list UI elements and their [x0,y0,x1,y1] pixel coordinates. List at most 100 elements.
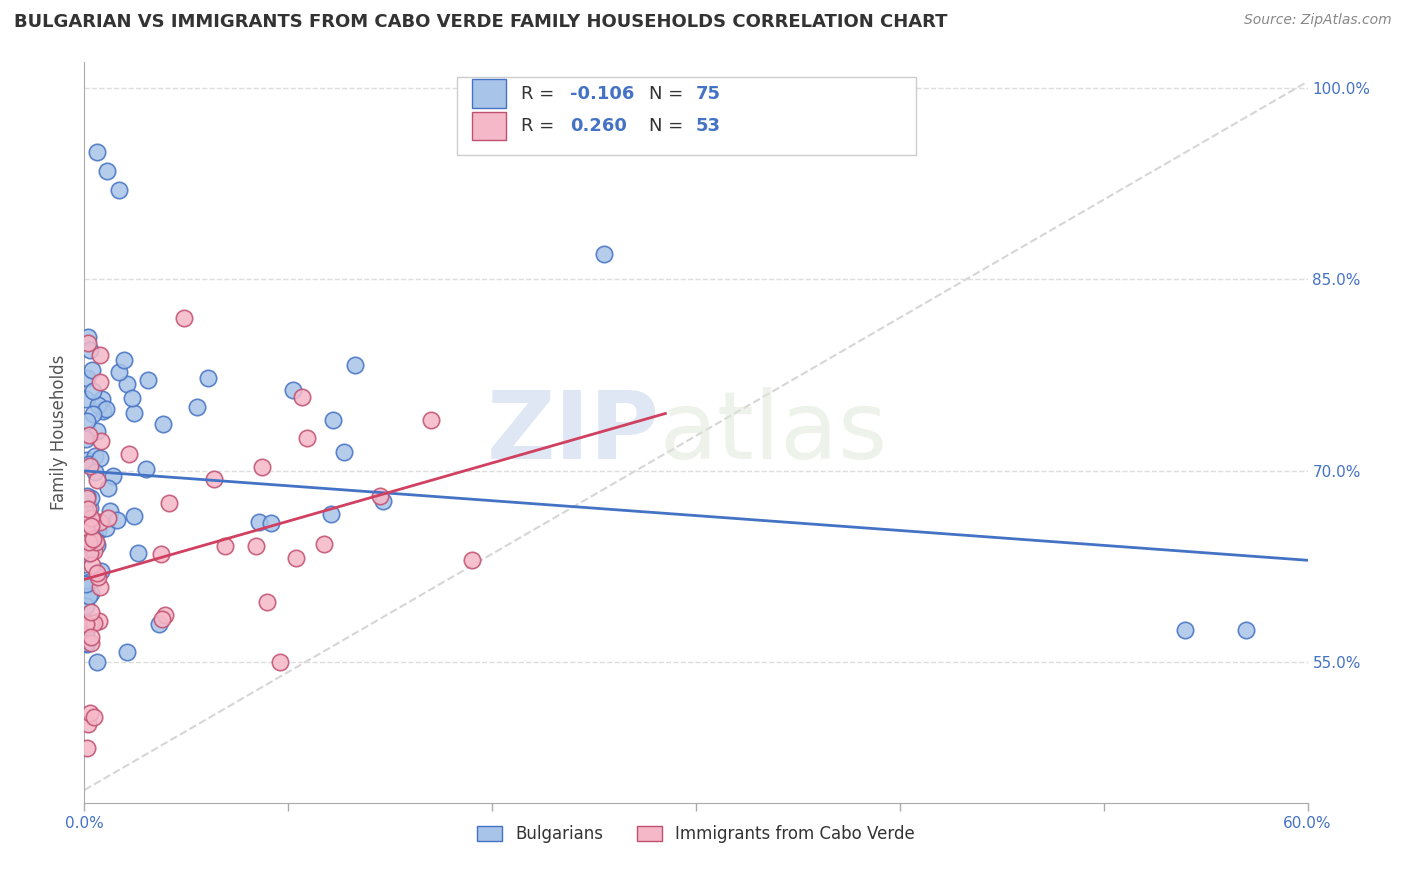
Point [297,431,319,445]
Point [86,524,108,538]
Point [76,452,98,467]
Point [117,645,139,659]
Point [84,515,107,529]
Point [291,390,314,404]
Point [75,520,97,534]
Point [148,617,170,632]
Point [76,489,98,503]
Point [91,404,114,418]
Point [84,524,107,539]
Text: 0.260: 0.260 [569,117,627,135]
Point [252,459,274,474]
Point [86,145,108,159]
Point [80,631,103,645]
Point [82,558,104,572]
Point [89,375,111,389]
Point [285,551,308,566]
Point [80,635,103,649]
Point [344,359,367,373]
Point [79,511,101,525]
Point [89,348,111,362]
Point [281,383,304,397]
Point [75,599,97,613]
Point [124,406,146,420]
Point [86,474,108,488]
Point [76,637,98,651]
Point [83,526,105,541]
Point [94,521,117,535]
Text: BULGARIAN VS IMMIGRANTS FROM CABO VERDE FAMILY HOUSEHOLDS CORRELATION CHART: BULGARIAN VS IMMIGRANTS FROM CABO VERDE … [14,13,948,31]
Point [77,716,100,731]
Point [150,612,173,626]
Text: Source: ZipAtlas.com: Source: ZipAtlas.com [1244,13,1392,28]
Point [593,247,616,261]
Point [333,444,356,458]
Text: ZIP: ZIP [486,386,659,479]
Point [152,417,174,431]
Point [118,447,141,461]
Point [314,537,336,551]
Point [138,373,160,387]
Point [121,391,143,405]
Point [80,519,103,533]
Point [115,376,138,391]
Point [112,353,135,368]
Text: 53: 53 [696,117,721,135]
Point [90,434,112,449]
Point [77,457,100,471]
Point [86,424,108,438]
Point [122,509,145,524]
Point [80,616,103,631]
Point [83,710,105,724]
Point [79,545,101,559]
Point [76,502,98,516]
Y-axis label: Family Households: Family Households [51,355,69,510]
Point [247,515,270,529]
Text: R =: R = [522,117,560,135]
Point [76,741,98,756]
Point [75,505,97,519]
Point [75,636,97,650]
Point [75,432,97,446]
Point [202,472,225,486]
Text: N =: N = [650,85,689,103]
Point [86,566,108,580]
Legend: Bulgarians, Immigrants from Cabo Verde: Bulgarians, Immigrants from Cabo Verde [471,819,921,850]
Point [83,465,105,479]
Point [97,481,120,495]
Point [79,343,101,357]
Point [256,595,278,609]
Point [90,564,112,578]
Point [127,546,149,560]
Point [214,539,236,553]
Point [84,534,107,549]
Point [76,491,98,505]
Point [87,398,110,412]
Point [79,538,101,552]
Point [89,515,111,529]
Point [86,656,108,670]
Text: 75: 75 [696,85,721,103]
Point [157,496,180,510]
Point [150,547,173,561]
Point [96,164,118,178]
Point [1236,624,1258,638]
Point [83,543,105,558]
Point [461,553,484,567]
Point [76,573,98,587]
Point [77,574,100,589]
Point [173,310,195,325]
Point [368,490,391,504]
FancyBboxPatch shape [457,78,917,155]
Point [82,532,104,546]
Point [76,621,98,635]
Point [322,413,344,427]
FancyBboxPatch shape [472,112,506,140]
Point [83,449,105,463]
Point [79,459,101,474]
Point [79,589,101,603]
Point [87,614,110,628]
Text: atlas: atlas [659,386,887,479]
Point [76,414,98,428]
Point [76,371,98,385]
